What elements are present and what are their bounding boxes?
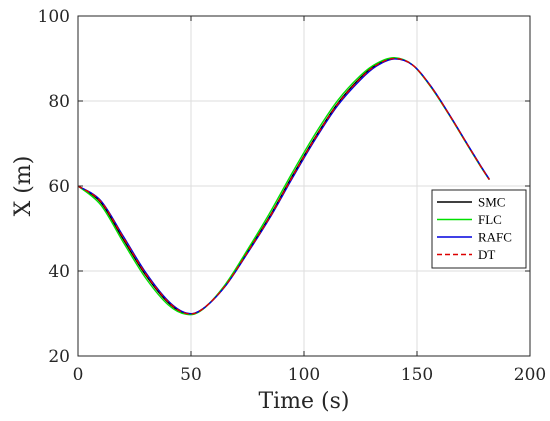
y-tick-label: 100 xyxy=(38,7,70,27)
legend-label-rafc: RAFC xyxy=(478,230,512,245)
y-tick-label: 60 xyxy=(48,177,70,197)
y-tick-label: 80 xyxy=(48,92,70,112)
series-layer xyxy=(77,56,490,316)
x-tick-label: 0 xyxy=(73,365,84,385)
x-axis-label: Time (s) xyxy=(258,389,349,414)
y-tick-label: 20 xyxy=(48,347,70,367)
legend-label-flc: FLC xyxy=(478,212,502,227)
grid-layer xyxy=(77,15,531,357)
series-line-dt xyxy=(77,57,490,315)
x-tick-label: 100 xyxy=(288,365,320,385)
legend: SMC FLC RAFC DT xyxy=(431,189,527,269)
y-axis-label: X (m) xyxy=(11,156,36,217)
x-tick-label: 150 xyxy=(401,365,433,385)
y-axis-label-main: X (m) xyxy=(11,156,36,217)
x-axis-label-main: Time (s) xyxy=(258,389,349,414)
legend-label-smc: SMC xyxy=(478,195,505,210)
y-tick-label: 40 xyxy=(48,262,70,282)
tick-layer: 0 50 100 150 200 20 40 60 80 100 xyxy=(38,7,547,385)
x-tick-label: 50 xyxy=(180,365,202,385)
legend-label-dt: DT xyxy=(478,247,495,262)
x-tick-label: 200 xyxy=(514,365,546,385)
